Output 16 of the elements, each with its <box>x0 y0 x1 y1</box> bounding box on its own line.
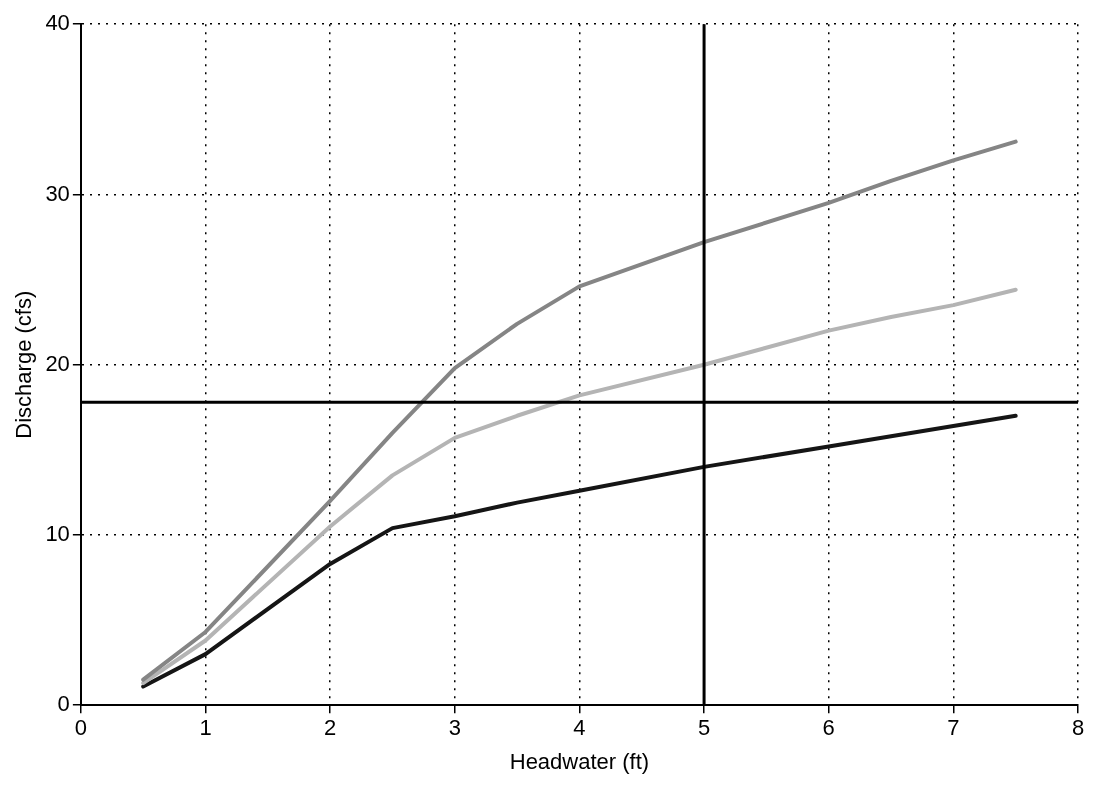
x-tick-label: 3 <box>448 715 461 741</box>
x-tick-label: 8 <box>1071 715 1085 741</box>
y-tick-label: 10 <box>45 521 70 547</box>
x-tick-label: 5 <box>697 715 711 741</box>
x-tick-label: 2 <box>324 715 337 741</box>
y-tick-label: 30 <box>45 180 70 206</box>
x-axis-title: Headwater (ft) <box>509 748 650 774</box>
y-tick-label: 20 <box>45 350 70 376</box>
y-axis-title: Discharge (cfs) <box>11 290 37 439</box>
x-tick-label: 6 <box>822 715 835 741</box>
y-tick-label: 40 <box>45 10 70 36</box>
x-tick-label: 0 <box>74 715 87 741</box>
y-tick-label: 0 <box>57 691 70 717</box>
x-tick-label: 7 <box>947 715 960 741</box>
x-tick-label: 1 <box>199 715 212 741</box>
x-tick-label: 4 <box>573 715 586 741</box>
